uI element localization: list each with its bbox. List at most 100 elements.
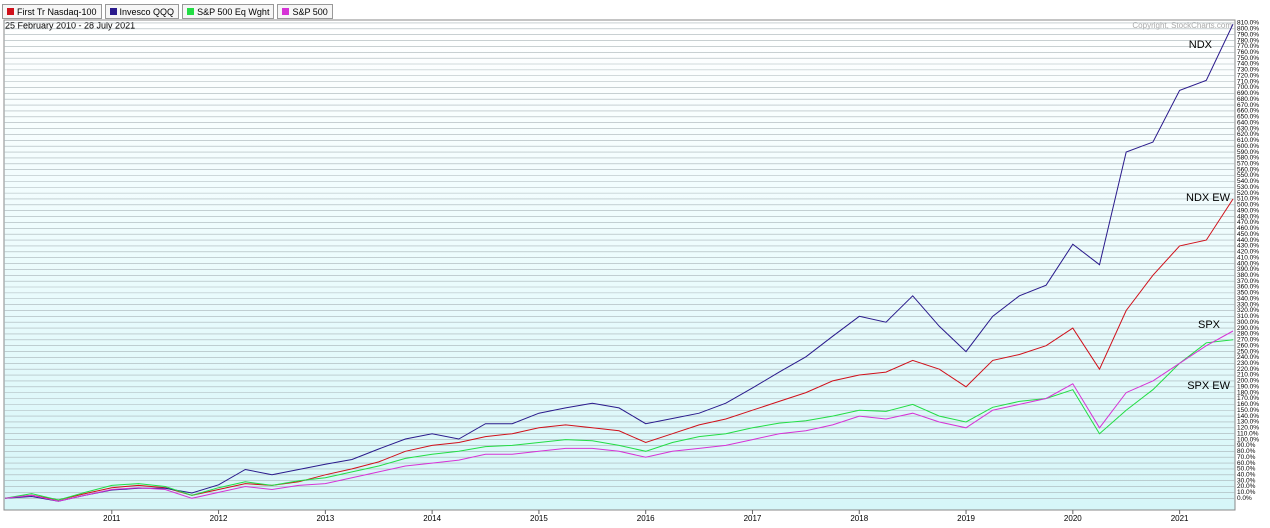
y-tick-label: 40.0% (1237, 472, 1256, 479)
annotation: SPX (1198, 319, 1221, 331)
legend-swatch (109, 8, 117, 15)
x-tick-label: 2012 (210, 514, 228, 523)
y-tick-label: 280.0% (1237, 331, 1259, 338)
y-tick-label: 270.0% (1237, 337, 1259, 344)
annotation: SPX EW (1187, 380, 1230, 392)
y-tick-label: 520.0% (1237, 190, 1259, 197)
y-tick-label: 180.0% (1237, 389, 1259, 396)
y-tick-label: 130.0% (1237, 419, 1259, 426)
y-tick-label: 700.0% (1237, 84, 1259, 91)
y-tick-label: 570.0% (1237, 160, 1259, 167)
y-tick-label: 640.0% (1237, 119, 1259, 126)
y-tick-label: 580.0% (1237, 155, 1259, 162)
y-tick-label: 50.0% (1237, 466, 1256, 473)
annotation: NDX (1189, 39, 1213, 51)
legend-item: S&P 500 Eq Wght (182, 4, 275, 19)
y-tick-label: 300.0% (1237, 319, 1259, 326)
y-tick-label: 60.0% (1237, 460, 1256, 467)
y-tick-label: 220.0% (1237, 366, 1259, 373)
y-tick-label: 420.0% (1237, 249, 1259, 256)
y-tick-label: 150.0% (1237, 407, 1259, 414)
y-tick-label: 360.0% (1237, 284, 1259, 291)
legend: First Tr Nasdaq-100 Invesco QQQ S&P 500 Eq… (2, 4, 333, 19)
y-tick-label: 490.0% (1237, 207, 1259, 214)
y-tick-label: 630.0% (1237, 125, 1259, 132)
y-tick-label: 200.0% (1237, 378, 1259, 385)
y-tick-label: 10.0% (1237, 489, 1256, 496)
y-tick-label: 260.0% (1237, 342, 1259, 349)
x-tick-label: 2017 (744, 514, 762, 523)
y-tick-label: 710.0% (1237, 78, 1259, 85)
y-tick-label: 690.0% (1237, 90, 1259, 97)
plot-area (3, 19, 1236, 511)
y-tick-label: 670.0% (1237, 102, 1259, 109)
y-tick-label: 620.0% (1237, 131, 1259, 138)
y-tick-label: 440.0% (1237, 237, 1259, 244)
y-tick-label: 70.0% (1237, 454, 1256, 461)
y-tick-label: 310.0% (1237, 313, 1259, 320)
y-tick-label: 800.0% (1237, 26, 1259, 33)
y-tick-label: 730.0% (1237, 67, 1259, 74)
y-tick-label: 430.0% (1237, 243, 1259, 250)
y-tick-label: 210.0% (1237, 372, 1259, 379)
y-tick-label: 350.0% (1237, 290, 1259, 297)
x-tick-label: 2020 (1064, 514, 1082, 523)
y-tick-label: 330.0% (1237, 301, 1259, 308)
y-tick-label: 660.0% (1237, 108, 1259, 115)
legend-swatch (282, 8, 290, 15)
legend-swatch (187, 8, 195, 15)
y-tick-label: 500.0% (1237, 202, 1259, 209)
y-tick-label: 390.0% (1237, 266, 1259, 273)
y-tick-label: 320.0% (1237, 307, 1259, 314)
series-line (4, 23, 1234, 502)
y-tick-label: 290.0% (1237, 325, 1259, 332)
legend-label: S&P 500 Eq Wght (197, 6, 270, 17)
y-tick-label: 190.0% (1237, 383, 1259, 390)
y-tick-label: 540.0% (1237, 178, 1259, 185)
legend-label: First Tr Nasdaq-100 (17, 6, 97, 17)
x-tick-label: 2013 (316, 514, 334, 523)
y-tick-label: 80.0% (1237, 448, 1256, 455)
y-tick-label: 530.0% (1237, 184, 1259, 191)
subtitle: 25 February 2010 - 28 July 2021 (5, 20, 135, 30)
x-tick-label: 2014 (423, 514, 441, 523)
y-tick-label: 380.0% (1237, 272, 1259, 279)
y-tick-label: 240.0% (1237, 354, 1259, 361)
copyright: Copyright, StockCharts.com (1132, 21, 1232, 30)
legend-item: First Tr Nasdaq-100 (2, 4, 102, 19)
x-tick-label: 2018 (850, 514, 868, 523)
y-tick-label: 250.0% (1237, 348, 1259, 355)
y-tick-label: 100.0% (1237, 436, 1259, 443)
legend-swatch (7, 8, 14, 15)
y-tick-label: 750.0% (1237, 55, 1259, 62)
legend-label: S&P 500 (292, 6, 328, 17)
y-tick-label: 600.0% (1237, 143, 1259, 150)
y-tick-label: 400.0% (1237, 260, 1259, 267)
y-tick-label: 810.0% (1237, 20, 1259, 27)
x-tick-label: 2019 (957, 514, 975, 523)
y-tick-label: 120.0% (1237, 425, 1259, 432)
x-tick-label: 2015 (530, 514, 548, 523)
y-tick-label: 780.0% (1237, 37, 1259, 44)
series-line (4, 339, 1234, 501)
legend-item: S&P 500 (277, 4, 333, 19)
legend-item: Invesco QQQ (104, 4, 180, 19)
y-tick-label: 230.0% (1237, 360, 1259, 367)
y-tick-label: 560.0% (1237, 166, 1259, 173)
y-tick-label: 650.0% (1237, 114, 1259, 121)
y-tick-label: 140.0% (1237, 413, 1259, 420)
y-tick-label: 790.0% (1237, 31, 1259, 38)
y-tick-label: 720.0% (1237, 72, 1259, 79)
x-tick-label: 2011 (103, 514, 121, 523)
annotation: NDX EW (1186, 192, 1231, 204)
y-tick-label: 480.0% (1237, 213, 1259, 220)
y-tick-label: 0.0% (1237, 495, 1252, 502)
y-tick-label: 590.0% (1237, 149, 1259, 156)
x-tick-label: 2016 (637, 514, 655, 523)
y-tick-label: 770.0% (1237, 43, 1259, 50)
y-tick-label: 760.0% (1237, 49, 1259, 56)
y-tick-label: 30.0% (1237, 477, 1256, 484)
y-tick-label: 90.0% (1237, 442, 1256, 449)
x-tick-label: 2021 (1171, 514, 1189, 523)
